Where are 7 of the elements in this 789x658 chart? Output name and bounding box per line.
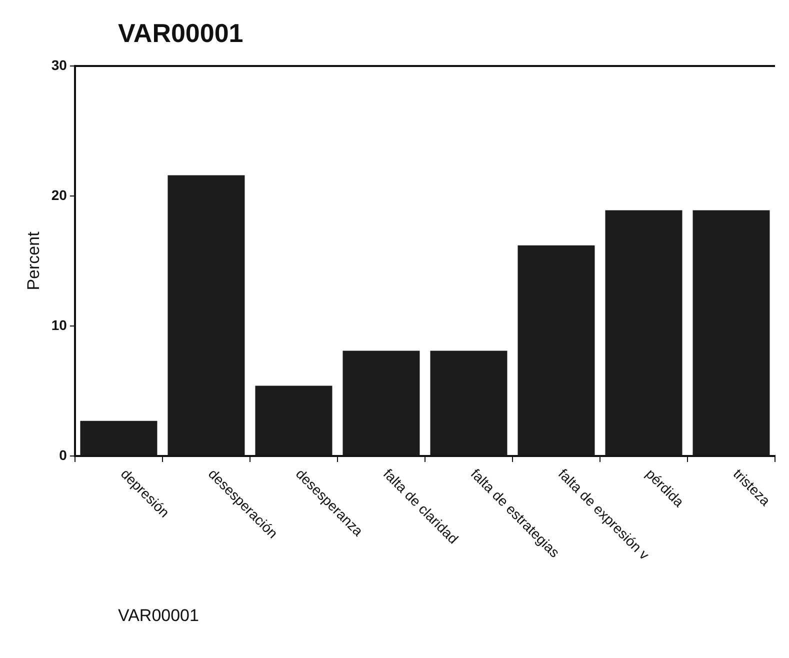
y-axis-title: Percent [24, 231, 43, 290]
y-tick-label: 20 [51, 186, 68, 203]
chart-title: VAR00001 [118, 18, 244, 49]
y-tick-label: 10 [51, 316, 68, 333]
x-axis-title: VAR00001 [118, 606, 199, 626]
y-tick-label: 30 [51, 56, 68, 73]
y-tick-label: 0 [59, 446, 68, 463]
